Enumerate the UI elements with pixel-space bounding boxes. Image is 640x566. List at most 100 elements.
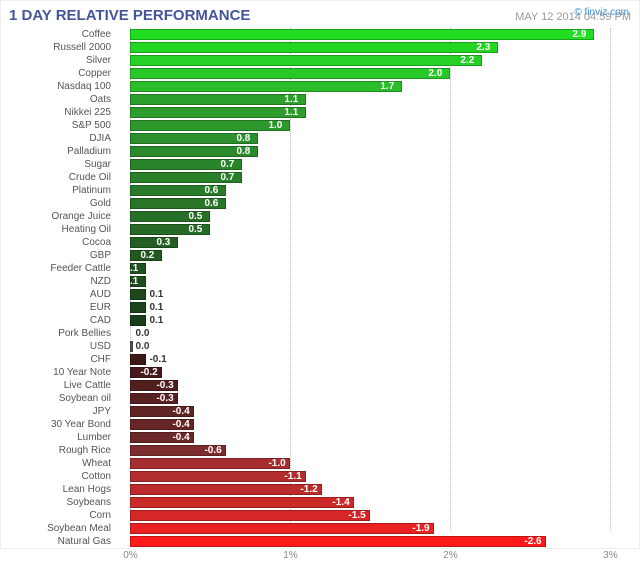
- bar-row: 30 Year Bond-0.4: [9, 418, 631, 431]
- bar-row: Copper2.0: [9, 67, 631, 80]
- bar-row: USD0.0: [9, 340, 631, 353]
- bar-zone: 0.5: [115, 223, 631, 236]
- bar-zone: 1.1: [115, 93, 631, 106]
- bar-row: Corn-1.5: [9, 509, 631, 522]
- row-label: DJIA: [9, 133, 115, 144]
- bar-zone: -2.6: [115, 535, 631, 548]
- bar-value: 1.7: [380, 80, 394, 93]
- bar-zone: -0.4: [115, 418, 631, 431]
- bar-value: -1.2: [300, 483, 317, 496]
- axis-tick-label: 2%: [443, 550, 457, 561]
- bar-zone: 0.6: [115, 197, 631, 210]
- bar-row: AUD0.1: [9, 288, 631, 301]
- bar-zone: 0.1: [115, 314, 631, 327]
- bar-zone: 0.8: [115, 132, 631, 145]
- bar-value: 0.8: [236, 145, 250, 158]
- bar-row: Sugar0.7: [9, 158, 631, 171]
- bar-value: 0.0: [136, 327, 150, 340]
- bar-value: 2.2: [460, 54, 474, 67]
- bar-value: -1.1: [284, 470, 301, 483]
- bar-row: Cocoa0.3: [9, 236, 631, 249]
- row-label: GBP: [9, 250, 115, 261]
- bar-row: Heating Oil0.5: [9, 223, 631, 236]
- bar-value: -0.4: [172, 405, 189, 418]
- bar-zone: -0.4: [115, 405, 631, 418]
- bar-row: Nasdaq 1001.7: [9, 80, 631, 93]
- bar-row: CAD0.1: [9, 314, 631, 327]
- bar: [130, 81, 402, 92]
- bar-row: Cotton-1.1: [9, 470, 631, 483]
- row-label: Palladium: [9, 146, 115, 157]
- bar-row: 10 Year Note-0.2: [9, 366, 631, 379]
- bar-row: Lean Hogs -1.2: [9, 483, 631, 496]
- bar-zone: 0.1: [115, 301, 631, 314]
- bar-zone: -1.4: [115, 496, 631, 509]
- row-label: CAD: [9, 315, 115, 326]
- row-label: Lean Hogs: [9, 484, 115, 495]
- bar-zone: -0.1: [115, 353, 631, 366]
- bar-zone: 0.6: [115, 184, 631, 197]
- bar-zone: 2.2: [115, 54, 631, 67]
- bar: [130, 523, 434, 534]
- bar-value: -0.1: [149, 353, 166, 366]
- bar-zone: 1.0: [115, 119, 631, 132]
- row-label: Lumber: [9, 432, 115, 443]
- plot-area: Coffee2.9Russell 20002.3Silver2.2Copper2…: [9, 28, 631, 566]
- bar: [130, 458, 290, 469]
- bar-value: 2.0: [428, 67, 442, 80]
- bar-row: Soybeans-1.4: [9, 496, 631, 509]
- bar: [130, 354, 146, 365]
- bar-zone: -1.2: [115, 483, 631, 496]
- chart-container: 1 DAY RELATIVE PERFORMANCE MAY 12 2014 0…: [0, 0, 640, 549]
- bar-value: 0.1: [124, 262, 138, 275]
- bar-value: -0.4: [172, 418, 189, 431]
- bar-value: -0.4: [172, 431, 189, 444]
- bar-row: Soybean oil-0.3: [9, 392, 631, 405]
- row-label: Natural Gas: [9, 536, 115, 547]
- bar-row: Live Cattle-0.3: [9, 379, 631, 392]
- source-credit: © finviz.com: [574, 7, 629, 18]
- bar-value: 2.3: [476, 41, 490, 54]
- bar: [130, 42, 498, 53]
- bar-value: -0.3: [156, 379, 173, 392]
- bar: [130, 497, 354, 508]
- row-label: CHF: [9, 354, 115, 365]
- bar-zone: -0.3: [115, 392, 631, 405]
- row-label: Silver: [9, 55, 115, 66]
- bar-value: 0.1: [149, 288, 163, 301]
- bar-zone: 0.1: [115, 288, 631, 301]
- bar-value: 0.0: [136, 340, 150, 353]
- bar-row: Natural Gas-2.6: [9, 535, 631, 548]
- bar-row: Gold0.6: [9, 197, 631, 210]
- bar-value: -1.9: [412, 522, 429, 535]
- bar-zone: 0.3: [115, 236, 631, 249]
- bar-row: Lumber -0.4: [9, 431, 631, 444]
- bar-value: 1.1: [284, 93, 298, 106]
- bar-value: 1.1: [284, 106, 298, 119]
- bar-zone: 0.7: [115, 158, 631, 171]
- bar-row: CHF -0.1: [9, 353, 631, 366]
- bar-value: 0.3: [156, 236, 170, 249]
- bar-row: Oats1.1: [9, 93, 631, 106]
- row-label: NZD: [9, 276, 115, 287]
- bar-zone: 2.0: [115, 67, 631, 80]
- bar-row: Feeder Cattle0.1: [9, 262, 631, 275]
- row-label: Nikkei 225: [9, 107, 115, 118]
- row-label: Crude Oil: [9, 172, 115, 183]
- bar: [130, 484, 322, 495]
- row-label: Heating Oil: [9, 224, 115, 235]
- bar: [130, 55, 482, 66]
- axis-tick-label: 1%: [283, 550, 297, 561]
- row-label: Platinum: [9, 185, 115, 196]
- bar-value: 0.6: [204, 184, 218, 197]
- bar-value: -0.2: [140, 366, 157, 379]
- bar-row: GBP0.2: [9, 249, 631, 262]
- bar-value: 0.5: [188, 210, 202, 223]
- bar-value: -1.0: [268, 457, 285, 470]
- bar-value: 0.1: [124, 275, 138, 288]
- bar-zone: 0.2: [115, 249, 631, 262]
- bar-value: -0.6: [204, 444, 221, 457]
- bar-value: 0.7: [220, 171, 234, 184]
- bar: [130, 107, 306, 118]
- bar-zone: -1.0: [115, 457, 631, 470]
